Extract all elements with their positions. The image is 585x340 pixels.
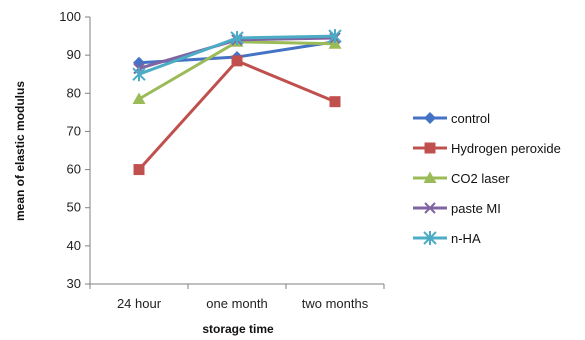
y-tick-label: 40 xyxy=(67,238,81,253)
legend-label: Hydrogen peroxide xyxy=(451,141,561,156)
y-axis-title: mean of elastic modulus xyxy=(13,81,27,221)
y-tick-label: 30 xyxy=(67,276,81,291)
y-tick-label: 90 xyxy=(67,47,81,62)
legend-label: control xyxy=(451,111,490,126)
data-point-control xyxy=(133,56,145,69)
data-point-n-ha xyxy=(328,29,342,44)
plot-area: 30 40 50 60 70 80 90 100 24 hour one month two mon… xyxy=(59,9,385,311)
legend-label: n-HA xyxy=(451,231,481,246)
y-tick-label: 80 xyxy=(67,85,81,100)
legend-item-co2-laser: CO2 laser xyxy=(413,171,510,186)
series-line-hydrogen-peroxide xyxy=(137,59,336,171)
data-point-hydrogen-peroxide xyxy=(329,96,341,108)
data-point-hydrogen-peroxide xyxy=(231,55,243,67)
legend-marker xyxy=(423,231,437,245)
x-axis-title: storage time xyxy=(202,322,274,336)
data-point-n-ha xyxy=(230,30,244,45)
legend-marker xyxy=(423,171,437,183)
x-tick-label: one month xyxy=(206,296,267,311)
legend: control Hydrogen peroxide CO2 laser paste M… xyxy=(413,111,561,246)
legend-item-hydrogen-peroxide: Hydrogen peroxide xyxy=(413,141,561,156)
y-tick-label: 100 xyxy=(59,9,81,24)
legend-label: CO2 laser xyxy=(451,171,510,186)
series-hydrogen-peroxide xyxy=(133,55,341,176)
data-point-co2-laser xyxy=(132,92,146,105)
y-tick-label: 50 xyxy=(67,200,81,215)
data-point-hydrogen-peroxide xyxy=(133,164,145,176)
legend-item-control: control xyxy=(413,111,490,126)
legend-label: paste MI xyxy=(451,201,501,216)
legend-item-paste-mi: paste MI xyxy=(413,201,501,216)
legend-marker xyxy=(424,142,436,154)
y-tick-label: 60 xyxy=(67,162,81,177)
y-tick-label: 70 xyxy=(67,123,81,138)
series-n-ha xyxy=(132,29,342,82)
legend-marker xyxy=(424,112,436,124)
legend-item-n-ha: n-HA xyxy=(413,231,481,246)
data-point-n-ha xyxy=(132,67,146,82)
legend-marker xyxy=(424,202,436,214)
x-tick-label: 24 hour xyxy=(117,296,162,311)
x-tick-label: two months xyxy=(302,296,369,311)
